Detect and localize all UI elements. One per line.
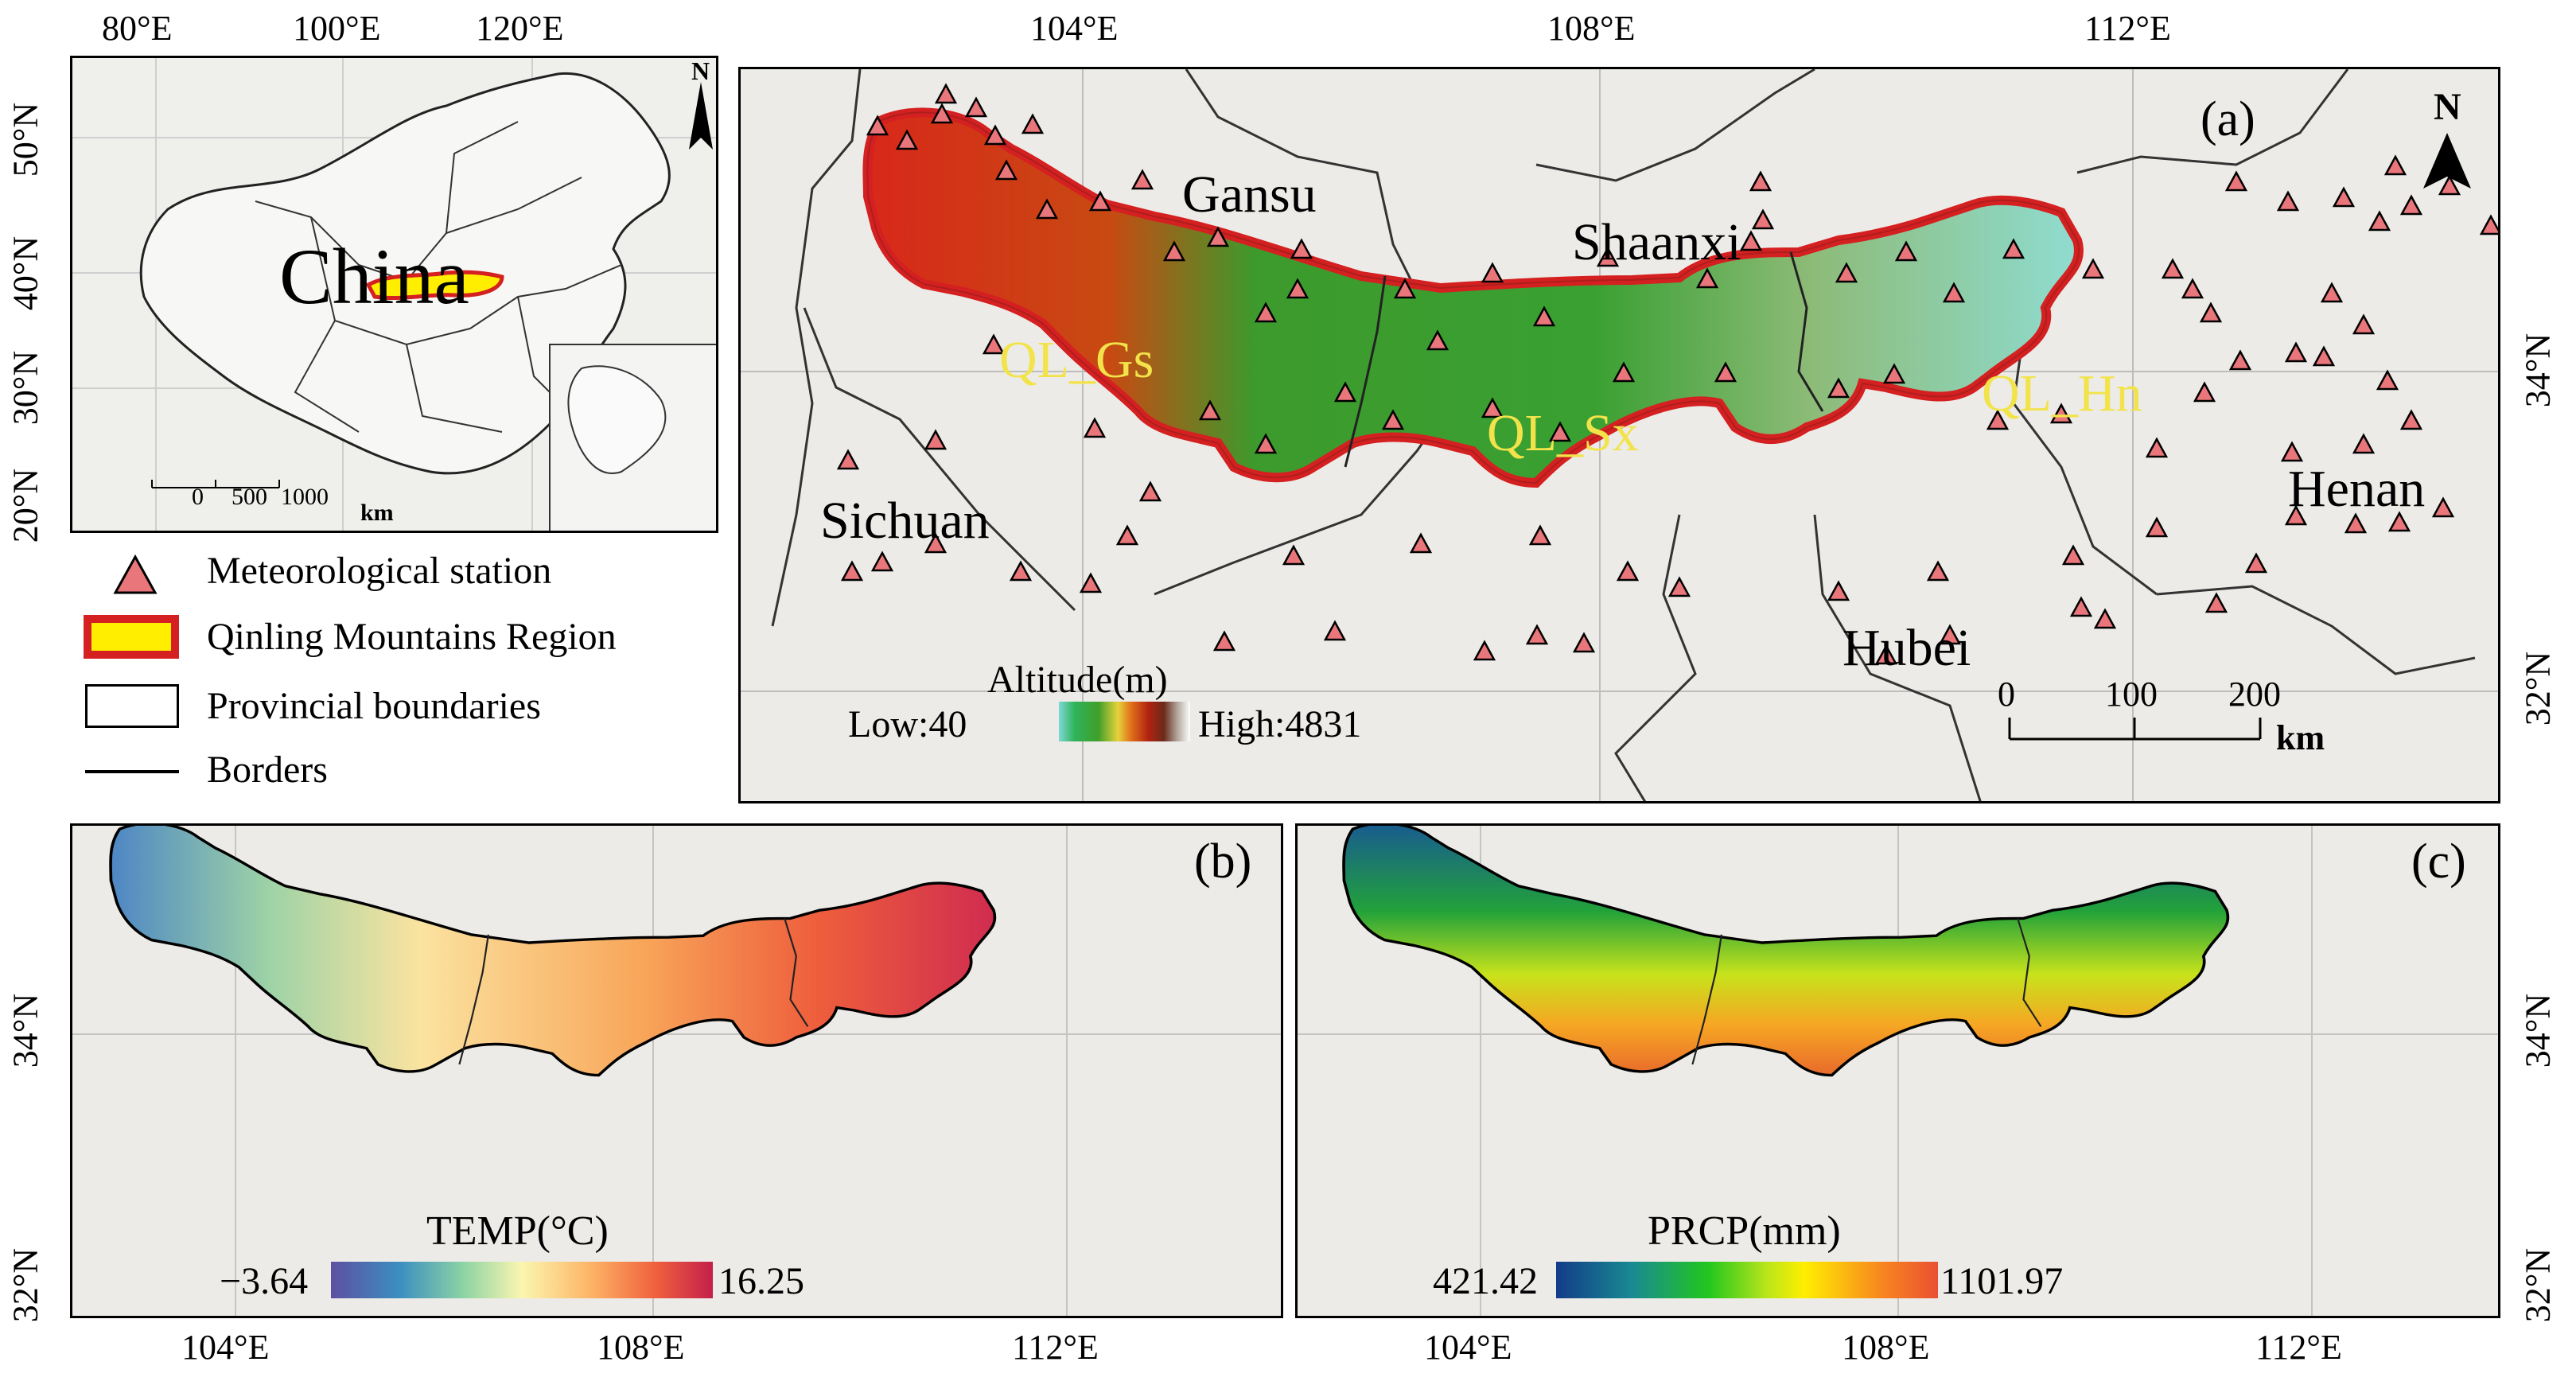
panel-a-right-tick-32N: 32°N xyxy=(2518,651,2558,726)
prcp-legend-title: PRCP(mm) xyxy=(1648,1208,1841,1254)
inset-country-label: China xyxy=(279,232,469,321)
inset-map-graphic xyxy=(72,58,716,531)
subregion-label-ql-gs: QL_Gs xyxy=(999,331,1154,389)
boundary-swatch-icon xyxy=(85,684,179,728)
legend-label-borders: Borders xyxy=(207,749,328,791)
panel-b-bottom-tick-108E: 108°E xyxy=(597,1328,685,1367)
panel-b-left-tick-32N: 32°N xyxy=(6,1247,45,1323)
province-label-shaanxi: Shaanxi xyxy=(1572,213,1741,271)
panel-b-left-tick-34N: 34°N xyxy=(6,993,45,1068)
inset-qinling-region xyxy=(365,270,504,300)
panel-c-tag: (c) xyxy=(2411,835,2466,889)
panel-a-scale-unit: km xyxy=(2276,718,2325,757)
inset-top-tick-80E: 80°E xyxy=(102,9,173,48)
panel-b-bottom-tick-104E: 104°E xyxy=(181,1328,270,1367)
inset-scale-tick-0: 0 xyxy=(192,484,204,510)
prcp-legend-max: 1101.97 xyxy=(1940,1260,2064,1302)
panel-a-top-tick-112E: 112°E xyxy=(2084,9,2171,48)
panel-a-tag: (a) xyxy=(2200,92,2255,146)
panel-a-scale-tick-0: 0 xyxy=(1998,675,2015,714)
legend-label-station: Meteorological station xyxy=(207,550,552,592)
prcp-legend-min: 421.42 xyxy=(1433,1260,1538,1302)
panel-a-top-tick-104E: 104°E xyxy=(1030,9,1119,48)
altitude-legend-low: Low:40 xyxy=(848,703,967,745)
panel-a-north-arrow-icon xyxy=(2423,133,2471,189)
panel-a-top-tick-108E: 108°E xyxy=(1547,9,1636,48)
inset-north-arrow-icon xyxy=(689,82,713,150)
temp-legend-max: 16.25 xyxy=(718,1260,804,1302)
inset-left-tick-50N: 50°N xyxy=(6,102,45,177)
panel-b-bottom-tick-112E: 112°E xyxy=(1012,1328,1099,1367)
province-label-sichuan: Sichuan xyxy=(820,492,990,550)
triangle-icon xyxy=(113,554,158,594)
station-markers xyxy=(836,83,2498,665)
inset-left-tick-20N: 20°N xyxy=(6,468,45,543)
panel-c-graphic xyxy=(1298,826,2498,1316)
region-swatch-icon xyxy=(84,615,179,659)
inset-scale-unit: km xyxy=(360,500,394,526)
altitude-legend-high: High:4831 xyxy=(1198,703,1362,745)
inset-top-tick-100E: 100°E xyxy=(293,9,381,48)
altitude-legend-title: Altitude(m) xyxy=(987,659,1168,701)
inset-left-tick-40N: 40°N xyxy=(6,235,45,311)
inset-top-tick-120E: 120°E xyxy=(476,9,564,48)
panel-a-graphic xyxy=(741,69,2498,801)
map-legend: Meteorological station Qinling Mountains… xyxy=(76,545,712,811)
panel-b-graphic xyxy=(72,826,1281,1316)
inset-scale-tick-500: 500 xyxy=(232,484,267,510)
panel-b-tag: (b) xyxy=(1194,835,1252,889)
inset-map-china: China N 0 500 1000 km xyxy=(70,56,718,533)
panel-a-right-tick-34N: 34°N xyxy=(2518,333,2558,408)
panel-a-north-label: N xyxy=(2434,86,2461,128)
panel-a-scale-tick-100: 100 xyxy=(2105,675,2158,714)
province-label-hubei: Hubei xyxy=(1843,619,1971,677)
province-label-gansu: Gansu xyxy=(1182,165,1317,224)
panel-c-right-tick-34N: 34°N xyxy=(2518,993,2558,1068)
temp-legend-min: −3.64 xyxy=(220,1260,309,1302)
legend-label-region: Qinling Mountains Region xyxy=(207,616,617,658)
panel-c-map: (c) PRCP(mm) 421.42 1101.97 xyxy=(1295,823,2500,1318)
panel-c-bottom-tick-108E: 108°E xyxy=(1842,1328,1930,1367)
altitude-colorbar xyxy=(1059,702,1190,741)
inset-north-label: N xyxy=(691,56,710,85)
panel-c-bottom-tick-112E: 112°E xyxy=(2255,1328,2342,1367)
panel-b-map: (b) TEMP(°C) −3.64 16.25 xyxy=(70,823,1283,1318)
prcp-colorbar xyxy=(1556,1262,1938,1298)
inset-left-tick-30N: 30°N xyxy=(6,350,45,426)
panel-c-right-tick-32N: 32°N xyxy=(2518,1247,2558,1323)
inset-scale-tick-1000: 1000 xyxy=(281,484,329,510)
border-line-icon xyxy=(85,770,179,773)
panel-a-scale-tick-200: 200 xyxy=(2228,675,2281,714)
panel-a-map: (a) N Gansu Shaanxi Sichuan Henan Hubei … xyxy=(738,67,2500,803)
province-label-henan: Henan xyxy=(2288,460,2426,518)
panel-c-bottom-tick-104E: 104°E xyxy=(1424,1328,1512,1367)
legend-label-boundary: Provincial boundaries xyxy=(207,685,541,727)
temp-colorbar xyxy=(331,1262,713,1298)
subregion-label-ql-hn: QL_Hn xyxy=(1982,364,2142,422)
subregion-label-ql-sx: QL_Sx xyxy=(1487,404,1639,462)
temp-legend-title: TEMP(°C) xyxy=(426,1208,609,1254)
